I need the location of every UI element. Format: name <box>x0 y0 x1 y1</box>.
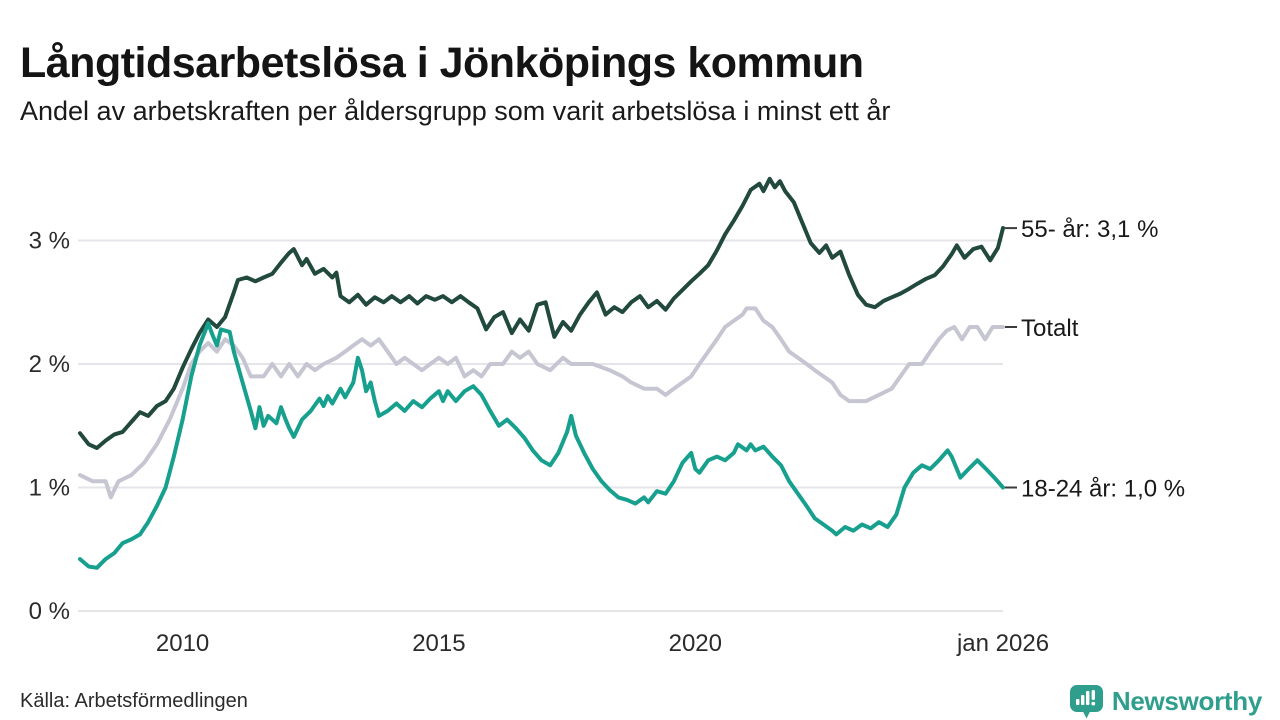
newsworthy-logo: Newsworthy <box>1068 683 1262 720</box>
exclamation-dot <box>1091 701 1096 706</box>
y-tick-label-2: 2 % <box>29 351 70 378</box>
source-note: Källa: Arbetsförmedlingen <box>20 690 248 712</box>
y-tick-label-1: 1 % <box>29 475 70 502</box>
series-end-label-18-24: 18-24 år: 1,0 % <box>1021 476 1185 503</box>
y-tick-label-0: 0 % <box>29 598 70 625</box>
x-tick-label-2015: 2015 <box>412 630 465 657</box>
y-tick-label-3: 3 % <box>29 228 70 255</box>
series-end-label-55: 55- år: 3,1 % <box>1021 216 1158 243</box>
series-line-totalt <box>78 306 1005 500</box>
brand-name: Newsworthy <box>1111 686 1262 716</box>
bar-2 <box>1080 695 1085 705</box>
page-title: Långtidsarbetslösa i Jönköpings kommun <box>20 38 864 87</box>
newsworthy-icon <box>1069 685 1103 719</box>
series-end-label-totalt: Totalt <box>1021 315 1079 342</box>
page-subtitle: Andel av arbetskraften per åldersgrupp s… <box>20 96 891 126</box>
bar-3 <box>1085 691 1090 705</box>
x-tick-label-2026: jan 2026 <box>956 630 1049 657</box>
series-line-55 <box>78 176 1005 450</box>
exclamation-stem <box>1091 690 1095 700</box>
bar-1 <box>1075 699 1080 705</box>
x-tick-label-2020: 2020 <box>669 630 722 657</box>
series-line-18-24 <box>78 321 1005 570</box>
x-tick-label-2010: 2010 <box>156 630 209 657</box>
